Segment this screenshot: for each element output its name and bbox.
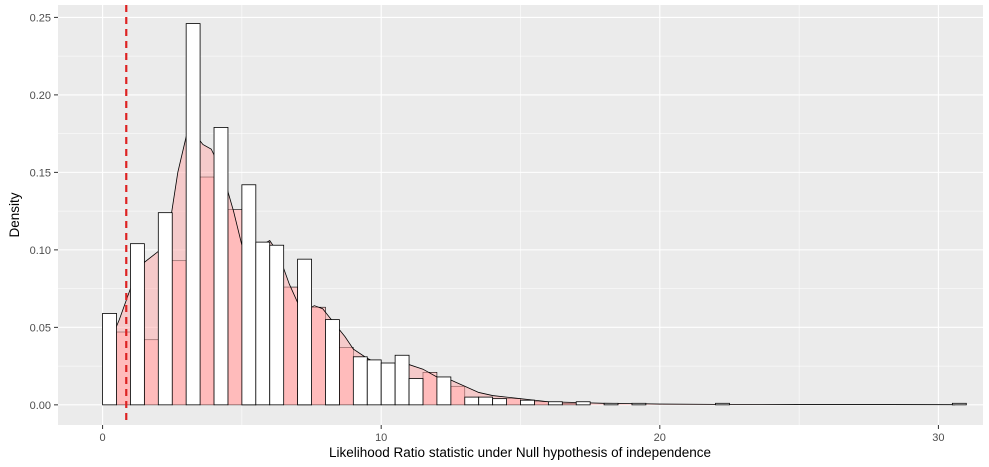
unfilled-bar: [951, 402, 967, 406]
unfilled-bar: [478, 396, 494, 406]
unfilled-bar: [520, 399, 535, 406]
unfilled-bar: [241, 184, 257, 406]
unfilled-bar: [255, 241, 271, 406]
unfilled-histogram: [102, 23, 967, 406]
x-tick-label: 20: [654, 432, 666, 444]
x-tick-label: 10: [375, 432, 387, 444]
unfilled-bar: [325, 319, 340, 406]
y-tick-label: 0.25: [30, 12, 51, 24]
unfilled-bar: [213, 127, 229, 406]
y-tick-label: 0.15: [30, 167, 51, 179]
unfilled-bar: [408, 378, 424, 406]
x-tick-label: 30: [932, 432, 944, 444]
unfilled-bar: [130, 243, 145, 406]
unfilled-bar: [547, 401, 563, 406]
unfilled-bar: [492, 398, 507, 406]
y-tick-label: 0.10: [30, 245, 51, 257]
unfilled-bar: [631, 402, 647, 406]
unfilled-bar: [394, 354, 410, 406]
unfilled-bar: [603, 402, 619, 406]
y-tick-label: 0.20: [30, 90, 51, 102]
unfilled-bar: [352, 356, 368, 406]
unfilled-bar: [102, 313, 117, 406]
unfilled-bar: [380, 362, 396, 406]
density-area: [110, 133, 956, 405]
unfilled-bar: [157, 212, 173, 406]
unfilled-bar: [269, 244, 285, 406]
y-tick-label: 0.00: [30, 400, 51, 412]
unfilled-bar: [436, 376, 452, 406]
unfilled-bar: [297, 258, 312, 406]
x-axis-title: Likelihood Ratio statistic under Null hy…: [329, 445, 711, 460]
y-tick-label: 0.05: [30, 322, 51, 334]
x-tick-label: 0: [100, 432, 106, 444]
unfilled-bar: [366, 359, 382, 406]
unfilled-bar: [185, 23, 201, 406]
y-axis-title: Density: [7, 192, 22, 237]
x-axis: 0 10 20 30: [100, 425, 945, 444]
unfilled-bar: [464, 396, 480, 406]
y-axis: 0.00 0.05 0.10 0.15 0.20 0.25: [30, 12, 58, 412]
unfilled-bar: [575, 401, 591, 406]
unfilled-bar: [715, 402, 730, 406]
